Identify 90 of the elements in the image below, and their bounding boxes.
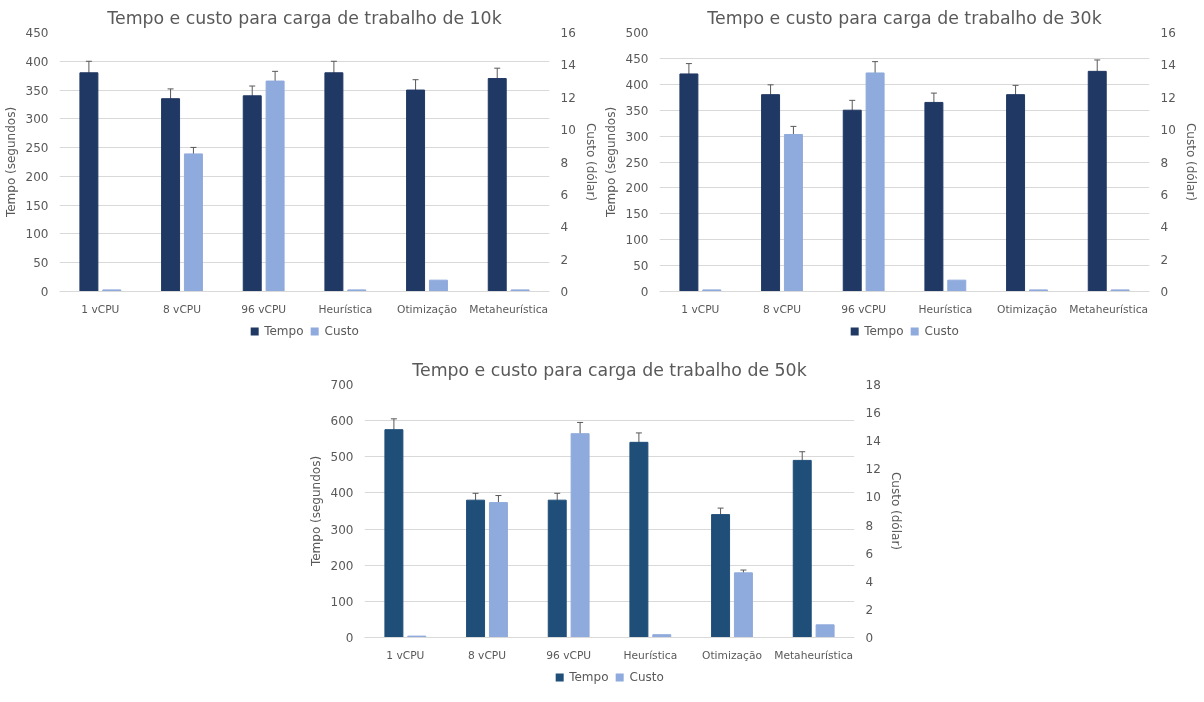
y-axis-title: Tempo (segundos) xyxy=(603,106,618,219)
x-tick-label: Heurística xyxy=(623,648,678,662)
y-tick-label: 700 xyxy=(330,378,354,392)
x-tick-label: Otimização xyxy=(702,648,762,662)
y-axis-title: Tempo (segundos) xyxy=(308,455,323,568)
legend-label: Tempo xyxy=(864,324,904,338)
y2-tick-label: 16 xyxy=(560,26,576,40)
y-tick-label: 500 xyxy=(625,26,649,40)
y-tick-label: 250 xyxy=(25,141,49,156)
y2-tick-label: 6 xyxy=(560,187,569,202)
y-tick-label: 400 xyxy=(625,77,649,92)
x-tick-label: Metaheurística xyxy=(1069,302,1149,316)
y2-tick-label: 8 xyxy=(865,518,874,533)
y-tick-label: 50 xyxy=(33,256,49,271)
x-tick-label: 96 vCPU xyxy=(546,648,592,662)
y2-tick-label: 14 xyxy=(560,58,576,73)
y2-tick-label: 16 xyxy=(865,406,881,421)
x-tick-label: 8 vCPU xyxy=(162,302,202,316)
y-tick-label: 100 xyxy=(25,227,49,242)
y2-tick-label: 4 xyxy=(1160,220,1169,235)
y-tick-label: 0 xyxy=(640,285,649,299)
y-tick-label: 350 xyxy=(625,103,649,118)
y2-tick-label: 12 xyxy=(1160,90,1176,105)
y-tick-label: 450 xyxy=(625,51,649,66)
y-tick-label: 150 xyxy=(25,198,49,213)
x-tick-label: Heurística xyxy=(318,302,373,316)
y-tick-label: 350 xyxy=(25,83,49,98)
chart-title: Tempo e custo para carga de trabalho de 10k xyxy=(106,7,502,28)
y-tick-label: 500 xyxy=(330,450,354,465)
y2-tick-label: 8 xyxy=(560,155,569,170)
x-tick-label: 96 vCPU xyxy=(841,302,887,316)
y2-axis-title: Custo (dólar) xyxy=(583,122,598,202)
y-tick-label: 250 xyxy=(625,155,649,170)
y-tick-label: 400 xyxy=(330,486,354,501)
y2-tick-label: 16 xyxy=(1160,26,1176,40)
y2-tick-label: 12 xyxy=(865,462,881,477)
x-tick-label: Metaheurística xyxy=(469,302,549,316)
y2-tick-label: 18 xyxy=(865,378,881,392)
legend-label: Custo xyxy=(324,324,359,338)
y-tick-label: 0 xyxy=(40,285,49,299)
x-tick-label: 8 vCPU xyxy=(762,302,802,316)
x-tick-label: 1 vCPU xyxy=(81,302,120,316)
y-tick-label: 200 xyxy=(25,169,49,184)
y2-tick-label: 4 xyxy=(865,574,874,589)
y-tick-label: 150 xyxy=(625,207,649,222)
y2-tick-label: 14 xyxy=(865,434,881,449)
chart-title: Tempo e custo para carga de trabalho de 50k xyxy=(411,359,807,380)
y-tick-label: 100 xyxy=(625,233,649,248)
y2-tick-label: 0 xyxy=(865,631,874,645)
y2-tick-label: 2 xyxy=(1160,252,1169,267)
y-tick-label: 300 xyxy=(625,129,649,144)
y-tick-label: 200 xyxy=(330,558,354,573)
y2-axis-title: Custo (dólar) xyxy=(888,471,903,551)
y2-tick-label: 2 xyxy=(560,252,569,267)
y2-tick-label: 10 xyxy=(560,123,576,138)
y-tick-label: 50 xyxy=(633,259,649,274)
y2-tick-label: 0 xyxy=(560,285,569,299)
y-tick-label: 100 xyxy=(330,594,354,609)
y2-axis-title: Custo (dólar) xyxy=(1183,122,1198,202)
chart-title: Tempo e custo para carga de trabalho de 30k xyxy=(706,7,1102,28)
y-tick-label: 300 xyxy=(25,112,49,127)
y-tick-label: 300 xyxy=(330,522,354,537)
x-tick-label: Heurística xyxy=(918,302,973,316)
legend-label: Custo xyxy=(629,670,664,684)
legend-label: Custo xyxy=(924,324,959,338)
y2-tick-label: 10 xyxy=(1160,123,1176,138)
y2-tick-label: 10 xyxy=(865,490,881,505)
x-tick-label: 1 vCPU xyxy=(681,302,720,316)
x-tick-label: 1 vCPU xyxy=(386,648,425,662)
x-tick-label: Otimização xyxy=(397,302,457,316)
y2-tick-label: 6 xyxy=(865,546,874,561)
y2-tick-label: 14 xyxy=(1160,58,1176,73)
y-tick-label: 0 xyxy=(345,631,354,645)
y2-tick-label: 8 xyxy=(1160,155,1169,170)
legend-label: Tempo xyxy=(569,670,609,684)
x-tick-label: 8 vCPU xyxy=(467,648,507,662)
y2-tick-label: 6 xyxy=(1160,187,1169,202)
y2-tick-label: 0 xyxy=(1160,285,1169,299)
y2-tick-label: 2 xyxy=(865,602,874,617)
x-tick-label: Metaheurística xyxy=(774,648,854,662)
y2-tick-label: 4 xyxy=(560,220,569,235)
y2-tick-label: 12 xyxy=(560,90,576,105)
y-tick-label: 600 xyxy=(330,414,354,429)
x-tick-label: 96 vCPU xyxy=(241,302,287,316)
y-tick-label: 450 xyxy=(25,26,49,40)
y-tick-label: 200 xyxy=(625,181,649,196)
y-axis-title: Tempo (segundos) xyxy=(3,106,18,219)
legend-label: Tempo xyxy=(264,324,304,338)
y-tick-label: 400 xyxy=(25,54,49,69)
x-tick-label: Otimização xyxy=(997,302,1057,316)
